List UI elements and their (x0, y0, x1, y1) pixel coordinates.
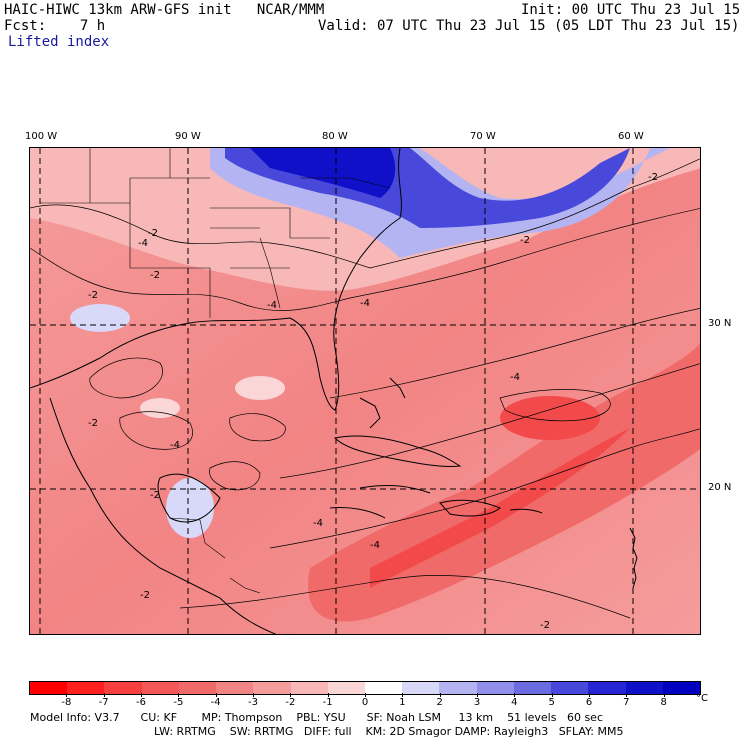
color-bar-tick-mark (589, 693, 590, 697)
contour-label: -2 (520, 235, 530, 246)
contour-label: -4 (267, 300, 277, 311)
color-bar-swatch (364, 682, 403, 694)
map-canvas: -2 -4 -2 -2 -4 -2 -4 -2 -4 -4 -2 -2 -4 -… (30, 148, 700, 634)
contours (30, 158, 700, 619)
color-bar-tick-label: -1 (322, 697, 333, 708)
color-bar-swatch (662, 682, 700, 694)
color-bar-tick-mark (103, 693, 105, 697)
color-bar-tick-label: 8 (660, 697, 667, 708)
contour-label: -4 (360, 298, 370, 309)
color-bar-tick-mark (215, 693, 217, 697)
color-bar-tick-mark (141, 693, 142, 697)
color-bar-tick-mark (253, 693, 254, 697)
color-bar-swatch (216, 682, 254, 694)
color-bar-swatch (30, 682, 68, 694)
color-bar-tick-label: 2 (436, 697, 443, 708)
color-bar-tick-label: 4 (511, 697, 518, 708)
color-bar-swatch (625, 682, 663, 694)
contour-label: -2 (150, 490, 160, 501)
color-bar-swatch (551, 682, 589, 694)
pale-patch (166, 478, 214, 538)
color-bar-tick-label: 0 (361, 697, 369, 708)
color-bar-swatch (513, 682, 552, 694)
color-bar-swatch (290, 682, 328, 694)
graticule (30, 148, 700, 634)
color-bar-tick-mark (327, 693, 329, 697)
contour-label: -4 (138, 238, 148, 249)
color-bar-tick-mark (290, 693, 292, 697)
contour-label: -2 (150, 270, 160, 281)
unstable-core (500, 396, 600, 440)
color-bar-swatch (588, 682, 626, 694)
color-bar-tick-label: -3 (248, 697, 258, 708)
color-bar-tick-mark (514, 693, 516, 697)
lon-label-60w: 60 W (618, 131, 644, 142)
contour-label: -2 (88, 290, 98, 301)
pale-patch (140, 398, 180, 418)
pale-patch (70, 304, 130, 332)
contour-label: -4 (170, 440, 180, 451)
color-bar-tick-label: 7 (623, 697, 630, 708)
color-bar-tick-label: -8 (61, 697, 72, 708)
color-bar-tick-mark (477, 693, 478, 697)
init-time: Init: 00 UTC Thu 23 Jul 15 (521, 2, 740, 18)
color-bar-tick-label: 1 (399, 697, 406, 708)
contour-label: -2 (648, 172, 658, 183)
color-bar-swatch (178, 682, 217, 694)
color-bar-tick-mark (178, 693, 180, 697)
political-borders (40, 148, 391, 594)
model-info-line1: Model Info: V3.7 CU: KF MP: Thompson PBL… (30, 711, 603, 724)
lifted-index-map: -2 -4 -2 -2 -4 -2 -4 -2 -4 -4 -2 -2 -4 -… (29, 147, 701, 635)
color-bar-tick-label: 6 (585, 697, 593, 708)
color-bar-tick-label: -7 (98, 697, 109, 708)
contour-label: -4 (370, 540, 380, 551)
color-bar-swatch (104, 682, 142, 694)
valid-time: Valid: 07 UTC Thu 23 Jul 15 (05 LDT Thu … (318, 18, 740, 34)
color-bar-tick-label: -4 (210, 697, 221, 708)
color-bar-swatch (402, 682, 440, 694)
lat-label-20n: 20 N (708, 482, 732, 493)
color-bar-tick-mark (663, 693, 665, 697)
color-bar-swatch (476, 682, 514, 694)
color-bar-swatch (67, 682, 105, 694)
color-bar-tick-label: -2 (285, 697, 296, 708)
color-bar-tick-label: -6 (136, 697, 146, 708)
color-bar-tick-mark (551, 693, 553, 697)
lon-label-100w: 100 W (25, 131, 58, 142)
contour-label: -2 (140, 590, 150, 601)
contour-label: -2 (88, 418, 98, 429)
color-bar-tick-mark (66, 693, 68, 697)
color-bar-tick-label: -5 (173, 697, 184, 708)
contour-label: -4 (313, 518, 323, 529)
color-bar-tick-mark (439, 693, 441, 697)
color-bar-swatch (253, 682, 291, 694)
color-bar-tick-mark (365, 693, 366, 697)
color-bar-swatch (439, 682, 477, 694)
pale-patch (235, 376, 285, 400)
color-bar-swatch (327, 682, 365, 694)
color-bar-tick-label: 3 (473, 697, 481, 708)
field-name: Lifted index (8, 34, 110, 50)
forecast-hour: Fcst: 7 h (4, 18, 106, 34)
coastlines (30, 148, 638, 634)
stable-region-peak (250, 148, 396, 198)
color-bar-swatch (141, 682, 179, 694)
color-bar-tick-mark (402, 693, 404, 697)
lon-label-80w: 80 W (322, 131, 348, 142)
contour-label-group: -2 -4 -2 -2 -4 -2 -4 -2 -4 -4 -2 -2 -4 -… (88, 172, 658, 631)
model-info-line2: LW: RRTMG SW: RRTMG DIFF: full KM: 2D Sm… (154, 725, 624, 738)
color-bar-unit: °C (696, 693, 708, 704)
color-bar-tick-label: 5 (548, 697, 555, 708)
color-bar-tick-mark (626, 693, 628, 697)
contour-label: -2 (148, 228, 158, 239)
model-title: HAIC-HIWC 13km ARW-GFS init NCAR/MMM (4, 2, 325, 18)
contour-label: -4 (510, 372, 520, 383)
lon-label-70w: 70 W (470, 131, 496, 142)
contour-label: -2 (540, 620, 550, 631)
lon-label-90w: 90 W (175, 131, 201, 142)
lat-label-30n: 30 N (708, 318, 732, 329)
